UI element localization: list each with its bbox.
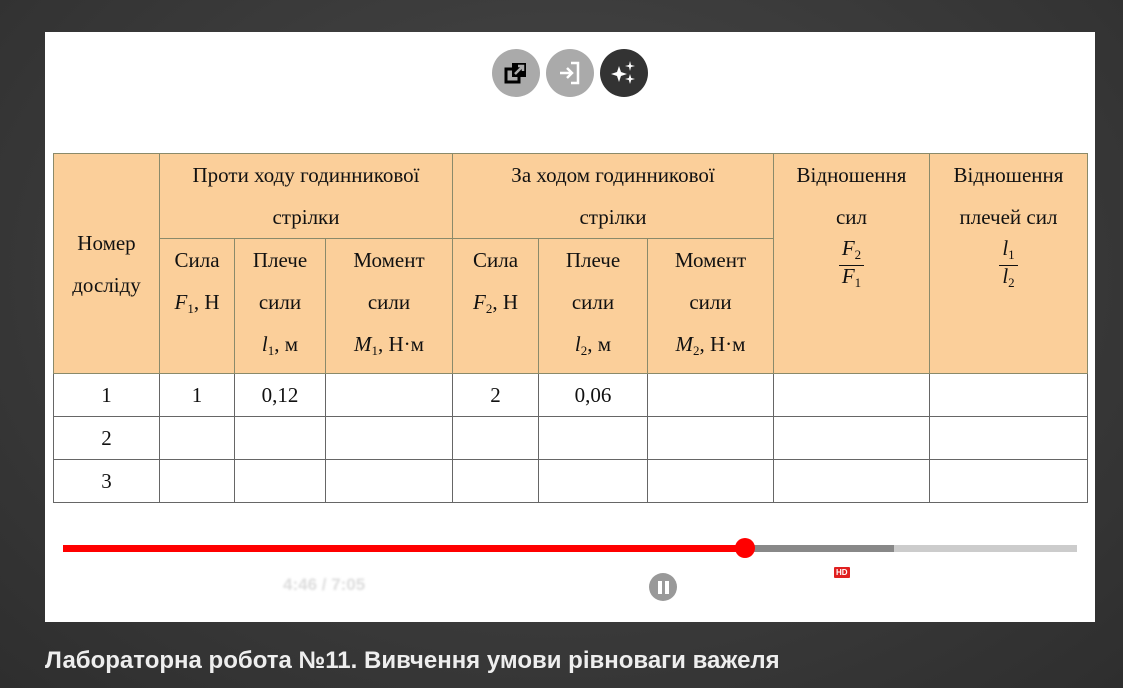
table-cell: 0,06 (538, 373, 648, 417)
header-arm-2: Плече сили l2, м (538, 238, 648, 374)
table-cell: 2 (53, 416, 160, 460)
sign-in-button[interactable] (546, 49, 594, 97)
table-cell (452, 416, 539, 460)
external-link-icon (504, 63, 526, 84)
table-cell: 2 (452, 373, 539, 417)
table-row: 3 (53, 459, 1088, 503)
table-cell (773, 459, 930, 503)
table-cell (647, 459, 774, 503)
header-moment-1: Момент сили M1, Н·м (325, 238, 453, 374)
sparkles-icon (611, 61, 635, 84)
played-bar (63, 545, 746, 552)
header-experiment-number: Номер досліду (53, 153, 160, 374)
table-cell (325, 373, 453, 417)
header-force-ratio: Відношення сил F2 F1 (773, 153, 930, 374)
seek-handle[interactable] (735, 538, 756, 558)
table-cell (929, 373, 1088, 417)
table-cell: 1 (53, 373, 160, 417)
open-new-window-button[interactable] (492, 49, 540, 97)
header-arm-ratio: Відношення плечей сил l1 l2 (929, 153, 1088, 374)
table-cell: 3 (53, 459, 160, 503)
header-force-2: Сила F2, Н (452, 238, 539, 374)
table-cell: 1 (159, 373, 235, 417)
table-cell (538, 416, 648, 460)
table-cell (159, 459, 235, 503)
table-cell (234, 416, 326, 460)
video-player[interactable]: Номер досліду Проти ходу годинникової ст… (45, 32, 1095, 622)
pause-icon (657, 580, 662, 594)
table-cell (159, 416, 235, 460)
lab-results-table: Номер досліду Проти ходу годинникової ст… (53, 153, 1088, 503)
table-cell (773, 416, 930, 460)
header-moment-2: Момент сили M2, Н·м (647, 238, 774, 374)
pause-button[interactable] (649, 573, 677, 601)
table-cell (773, 373, 930, 417)
table-cell (647, 373, 774, 417)
table-row: 2 (53, 416, 1088, 460)
table-cell (234, 459, 326, 503)
table-cell (929, 416, 1088, 460)
header-arm-1: Плече сили l1, м (234, 238, 326, 374)
table-cell (647, 416, 774, 460)
video-title: Лабораторна робота №11. Вивчення умови р… (45, 647, 780, 674)
table-cell: 0,12 (234, 373, 326, 417)
header-force-1: Сила F1, Н (159, 238, 235, 374)
hd-badge[interactable]: HD (834, 567, 850, 578)
header-clockwise: За ходом годинникової стрілки (452, 153, 774, 239)
pause-icon-bar (664, 580, 669, 594)
table-cell (929, 459, 1088, 503)
table-cell (538, 459, 648, 503)
table-cell (325, 416, 453, 460)
time-display: 4:46 / 7:05 (283, 575, 366, 594)
table-cell (325, 459, 453, 503)
ai-sparkles-button[interactable] (600, 49, 648, 97)
seek-bar[interactable] (63, 538, 1077, 558)
table-cell (452, 459, 539, 503)
header-counterclockwise: Проти ходу годинникової стрілки (159, 153, 453, 239)
sign-in-icon (560, 61, 580, 85)
table-row: 1 1 0,12 2 0,06 (53, 373, 1088, 417)
